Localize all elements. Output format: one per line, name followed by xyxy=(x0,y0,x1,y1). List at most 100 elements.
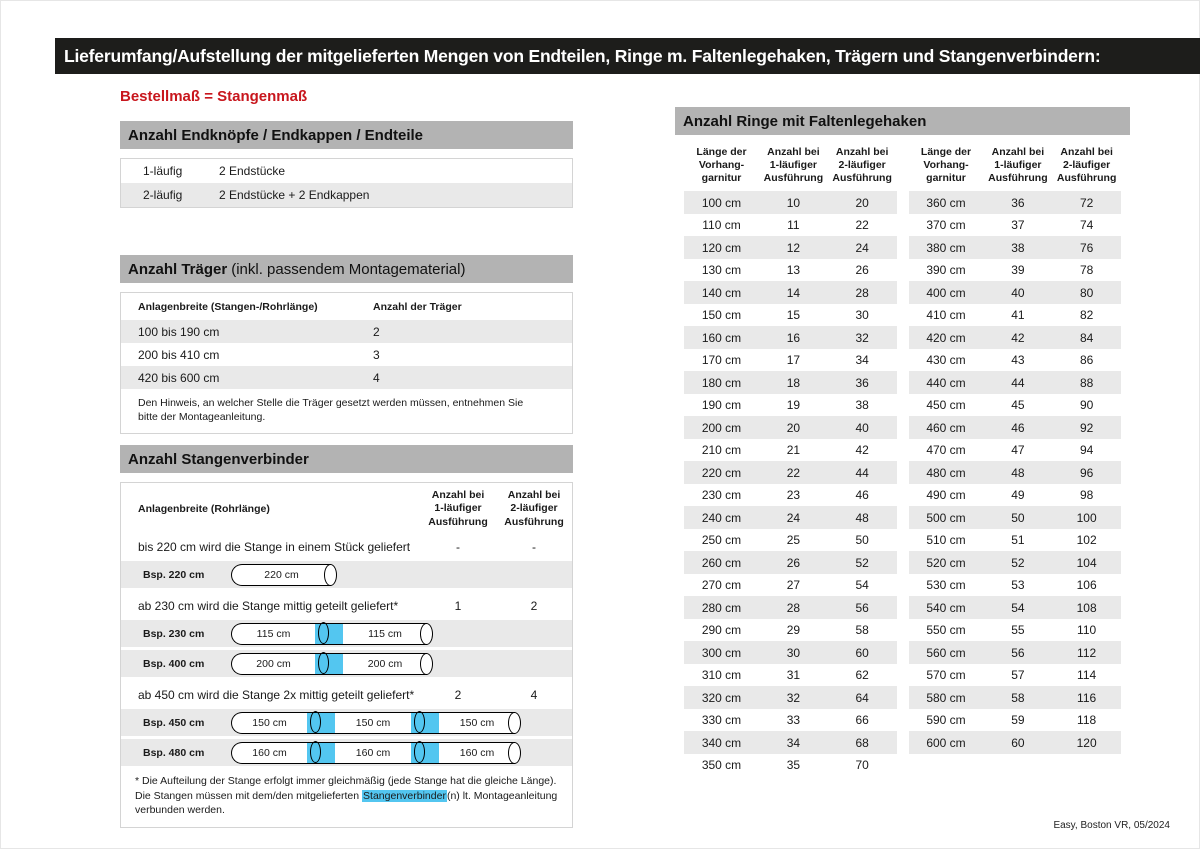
rod-end-cap xyxy=(324,563,337,586)
endteile-table: 1-läufig 2 Endstücke 2-läufig 2 Endstück… xyxy=(120,158,573,208)
rings-2laufig: 36 xyxy=(855,375,869,390)
ring-row: 480 cm 48 96 xyxy=(908,461,1121,484)
rings-1laufig: 11 xyxy=(787,218,800,233)
rod-example-230: Bsp. 230 cm 115 cm 115 cm xyxy=(121,620,572,647)
ring-row: 540 cm 54 108 xyxy=(908,596,1121,619)
section-header-endteile: Anzahl Endknöpfe / Endkappen / Endteile xyxy=(120,121,573,149)
traeger-table: Anlagenbreite (Stangen-/Rohrlänge) Anzah… xyxy=(120,292,573,435)
ring-row: 250 cm 25 50 xyxy=(684,529,897,552)
width-range: 420 bis 600 cm xyxy=(138,370,220,385)
garnitur-length: 170 cm xyxy=(701,353,742,368)
rings-1laufig: 34 xyxy=(786,735,801,750)
bracket-count: 3 xyxy=(373,347,380,362)
rod-segment-label: 220 cm xyxy=(264,568,299,581)
garnitur-length: 420 cm xyxy=(926,330,966,345)
garnitur-length: 330 cm xyxy=(701,713,742,728)
garnitur-length: 220 cm xyxy=(701,465,742,480)
rod-diagram: 160 cm 160 cm 160 cm xyxy=(231,740,521,764)
rings-2laufig: 116 xyxy=(1077,690,1097,705)
garnitur-length: 360 cm xyxy=(926,195,966,210)
rings-1laufig: 35 xyxy=(786,758,801,773)
rod-connector xyxy=(315,651,343,675)
page-title: Lieferumfang/Aufstellung der mitgeliefer… xyxy=(64,45,1101,66)
garnitur-length: 160 cm xyxy=(701,330,742,345)
rod-diagram: 220 cm xyxy=(231,563,337,586)
right-column: Anzahl Ringe mit Faltenlegehaken Länge d… xyxy=(675,107,1130,776)
rod-segment: 150 cm xyxy=(335,711,411,734)
ring-row: 210 cm 21 42 xyxy=(684,439,897,462)
section-title: Anzahl Träger xyxy=(128,260,228,278)
rod-diagram: 200 cm 200 cm xyxy=(231,651,433,675)
garnitur-length: 130 cm xyxy=(701,263,742,278)
traeger-row: 200 bis 410 cm 3 xyxy=(121,343,572,366)
ring-row: 590 cm 59 118 xyxy=(909,709,1122,732)
ring-row: 420 cm 42 84 xyxy=(908,326,1121,349)
ring-row: 260 cm 26 52 xyxy=(684,551,897,574)
rod-segment: 150 cm xyxy=(231,711,307,734)
rod-segment-label: 115 cm xyxy=(256,627,291,640)
rings-1laufig: 57 xyxy=(1011,668,1025,683)
width-range: 100 bis 190 cm xyxy=(138,324,220,339)
ring-row: 140 cm 14 28 xyxy=(684,281,897,304)
rings-1laufig: 42 xyxy=(1011,330,1025,345)
rod-segment: 200 cm xyxy=(231,652,315,675)
ring-table-header-row: Länge der Vorhang- garnitur Anzahl bei 1… xyxy=(909,144,1122,191)
ring-row: 350 cm 35 70 xyxy=(684,754,897,777)
rod-segment-label: 115 cm xyxy=(368,627,402,640)
ring-row: 490 cm 49 98 xyxy=(909,484,1122,507)
ring-row: 570 cm 57 114 xyxy=(909,664,1122,687)
rings-1laufig: 33 xyxy=(786,713,801,728)
order-size-note: Bestellmaß = Stangenmaß xyxy=(120,88,308,105)
footnote-text: (n) lt. Montageanleitung verbunden werde… xyxy=(135,789,558,817)
traeger-row: 420 bis 600 cm 4 xyxy=(121,366,572,389)
rings-2laufig: 54 xyxy=(855,578,869,593)
rings-1laufig: 39 xyxy=(1011,263,1025,278)
rings-2laufig: 80 xyxy=(1079,285,1094,300)
garnitur-length: 140 cm xyxy=(701,285,742,300)
section-subtitle: (inkl. passendem Montagematerial) xyxy=(231,260,466,278)
rings-1laufig: 54 xyxy=(1011,600,1025,615)
rod-connector xyxy=(411,740,439,764)
garnitur-length: 380 cm xyxy=(926,240,966,255)
rings-1laufig: 46 xyxy=(1011,420,1025,435)
col-1laufig: Anzahl bei 1-läufiger Ausführung xyxy=(988,146,1048,185)
value-1laufig: 2 xyxy=(454,688,462,702)
left-column: Bestellmaß = Stangenmaß Anzahl Endknöpfe… xyxy=(120,88,573,829)
ring-row: 310 cm 31 62 xyxy=(684,664,897,687)
garnitur-length: 110 cm xyxy=(702,218,741,233)
ring-row: 530 cm 53 106 xyxy=(909,574,1122,597)
ring-row: 130 cm 13 26 xyxy=(684,259,897,282)
rings-2laufig: 50 xyxy=(855,533,869,548)
ring-row: 280 cm 28 56 xyxy=(684,596,897,619)
ring-row: 520 cm 52 104 xyxy=(908,551,1121,574)
ring-row: 180 cm 18 36 xyxy=(684,371,897,394)
rings-1laufig: 22 xyxy=(786,465,801,480)
ring-tables: Länge der Vorhang- garnitur Anzahl bei 1… xyxy=(675,135,1130,776)
rings-2laufig: 72 xyxy=(1079,195,1094,210)
rings-2laufig: 64 xyxy=(855,690,869,705)
run-type: 1-läufig xyxy=(143,164,183,178)
ring-row: 240 cm 24 48 xyxy=(684,506,897,529)
col-laenge: Länge der Vorhang- garnitur xyxy=(696,146,747,185)
ring-row: 510 cm 51 102 xyxy=(909,529,1122,552)
rings-2laufig: 28 xyxy=(855,285,869,300)
ring-row: 290 cm 29 58 xyxy=(684,619,897,642)
ring-row: 220 cm 22 44 xyxy=(684,461,897,484)
rings-1laufig: 12 xyxy=(786,240,801,255)
rod-segment-label: 160 cm xyxy=(459,746,495,759)
rod-segment: 115 cm xyxy=(343,622,427,645)
rings-1laufig: 26 xyxy=(786,555,801,570)
ring-row: 200 cm 20 40 xyxy=(684,416,897,439)
rod-connector xyxy=(411,710,439,734)
rings-2laufig: 110 xyxy=(1077,623,1097,638)
rod-end-cap xyxy=(508,711,521,734)
rings-1laufig: 36 xyxy=(1011,195,1025,210)
example-label: Bsp. 220 cm xyxy=(143,568,205,581)
garnitur-length: 190 cm xyxy=(701,398,742,413)
ring-row: 430 cm 43 86 xyxy=(909,349,1122,372)
garnitur-length: 180 cm xyxy=(701,375,742,390)
rod-segment: 160 cm xyxy=(335,741,411,764)
garnitur-length: 440 cm xyxy=(926,375,966,390)
garnitur-length: 370 cm xyxy=(926,218,966,233)
rings-2laufig: 70 xyxy=(855,758,869,773)
